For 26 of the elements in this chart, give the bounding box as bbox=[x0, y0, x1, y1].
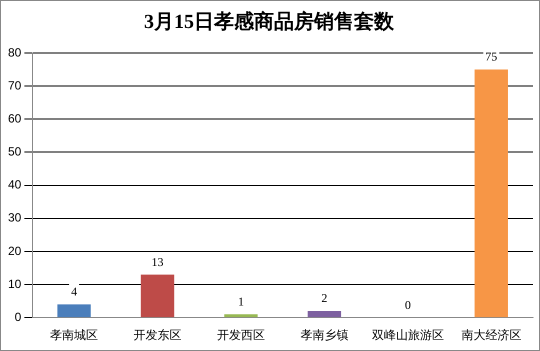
x-tick-label: 开发东区 bbox=[134, 328, 182, 342]
bar bbox=[474, 70, 508, 318]
y-tick-label: 0 bbox=[14, 310, 22, 324]
x-tick-label: 孝南乡镇 bbox=[300, 328, 348, 342]
chart-title: 3月15日孝感商品房销售套数 bbox=[144, 10, 395, 34]
x-tick-label: 南大经济区 bbox=[461, 328, 522, 342]
y-tick-label: 70 bbox=[8, 78, 22, 92]
x-tick-label: 开发西区 bbox=[216, 328, 265, 342]
y-tick-label: 60 bbox=[8, 111, 22, 126]
x-tick-label: 双峰山旅游区 bbox=[372, 328, 444, 342]
data-label: 0 bbox=[404, 298, 411, 312]
data-label: 4 bbox=[71, 284, 78, 299]
y-tick-label: 40 bbox=[8, 178, 22, 192]
data-label: 13 bbox=[152, 254, 164, 269]
data-label: 2 bbox=[321, 291, 328, 306]
data-label: 1 bbox=[238, 294, 244, 308]
bar bbox=[308, 310, 342, 318]
y-tick-label: 50 bbox=[8, 144, 22, 159]
x-tick-label: 孝南城区 bbox=[50, 328, 98, 342]
y-tick-label: 30 bbox=[8, 210, 22, 225]
data-label: 75 bbox=[485, 50, 498, 64]
bar bbox=[57, 304, 91, 318]
y-tick-label: 80 bbox=[8, 45, 22, 60]
bar bbox=[140, 274, 174, 318]
y-tick-label: 10 bbox=[8, 276, 22, 291]
y-tick-label: 20 bbox=[8, 244, 22, 258]
